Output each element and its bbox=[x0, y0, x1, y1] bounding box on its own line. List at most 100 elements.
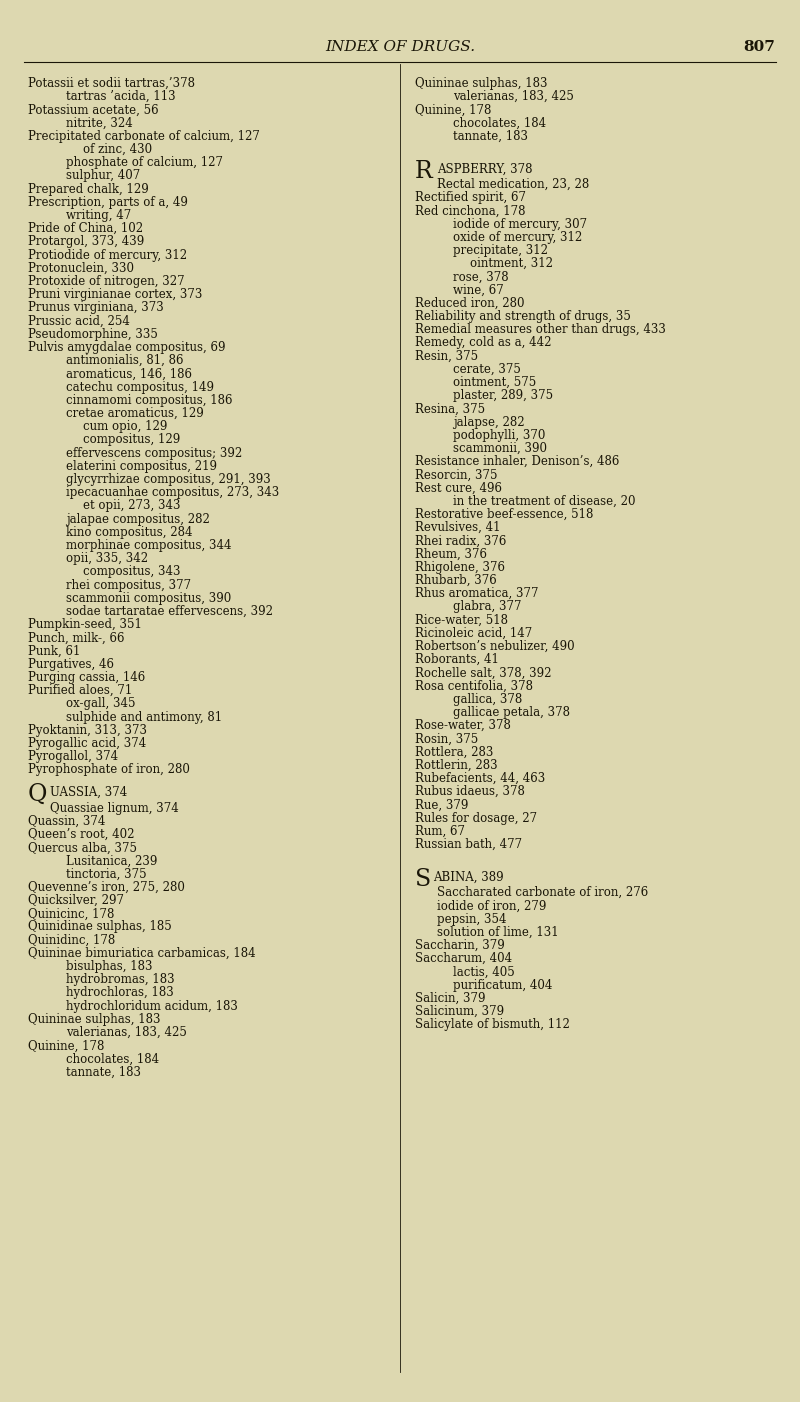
Text: jalapse, 282: jalapse, 282 bbox=[453, 415, 525, 429]
Text: Quassin, 374: Quassin, 374 bbox=[28, 815, 106, 827]
Text: in the treatment of disease, 20: in the treatment of disease, 20 bbox=[453, 495, 635, 508]
Text: valerianas, 183, 425: valerianas, 183, 425 bbox=[453, 90, 574, 104]
Text: ipecacuanhae compositus, 273, 343: ipecacuanhae compositus, 273, 343 bbox=[66, 486, 279, 499]
Text: sulphur, 407: sulphur, 407 bbox=[66, 170, 140, 182]
Text: glycyrrhizae compositus, 291, 393: glycyrrhizae compositus, 291, 393 bbox=[66, 472, 270, 486]
Text: iodide of iron, 279: iodide of iron, 279 bbox=[437, 899, 546, 913]
Text: Lusitanica, 239: Lusitanica, 239 bbox=[66, 854, 158, 868]
Text: Pyrogallic acid, 374: Pyrogallic acid, 374 bbox=[28, 737, 146, 750]
Text: Salicinum, 379: Salicinum, 379 bbox=[415, 1005, 504, 1018]
Text: tinctoria, 375: tinctoria, 375 bbox=[66, 868, 146, 880]
Text: opii, 335, 342: opii, 335, 342 bbox=[66, 552, 148, 565]
Text: aromaticus, 146, 186: aromaticus, 146, 186 bbox=[66, 367, 192, 380]
Text: tannate, 183: tannate, 183 bbox=[453, 130, 528, 143]
Text: Protoxide of nitrogen, 327: Protoxide of nitrogen, 327 bbox=[28, 275, 185, 287]
Text: plaster, 289, 375: plaster, 289, 375 bbox=[453, 390, 553, 402]
Text: writing, 47: writing, 47 bbox=[66, 209, 131, 222]
Text: ASPBERRY, 378: ASPBERRY, 378 bbox=[437, 163, 533, 175]
Text: gallicae petala, 378: gallicae petala, 378 bbox=[453, 707, 570, 719]
Text: Rules for dosage, 27: Rules for dosage, 27 bbox=[415, 812, 537, 824]
Text: Potassii et sodii tartras,’378: Potassii et sodii tartras,’378 bbox=[28, 77, 195, 90]
Text: solution of lime, 131: solution of lime, 131 bbox=[437, 925, 558, 939]
Text: scammonii compositus, 390: scammonii compositus, 390 bbox=[66, 592, 231, 604]
Text: Protiodide of mercury, 312: Protiodide of mercury, 312 bbox=[28, 248, 187, 262]
Text: Purging cassia, 146: Purging cassia, 146 bbox=[28, 672, 146, 684]
Text: compositus, 129: compositus, 129 bbox=[83, 433, 180, 446]
Text: chocolates, 184: chocolates, 184 bbox=[66, 1053, 159, 1066]
Text: Pruni virginianae cortex, 373: Pruni virginianae cortex, 373 bbox=[28, 289, 202, 301]
Text: Robertson’s nebulizer, 490: Robertson’s nebulizer, 490 bbox=[415, 639, 574, 653]
Text: cerate, 375: cerate, 375 bbox=[453, 363, 521, 376]
Text: Reduced iron, 280: Reduced iron, 280 bbox=[415, 297, 525, 310]
Text: Rectified spirit, 67: Rectified spirit, 67 bbox=[415, 191, 526, 205]
Text: Quininae sulphas, 183: Quininae sulphas, 183 bbox=[28, 1012, 161, 1026]
Text: morphinae compositus, 344: morphinae compositus, 344 bbox=[66, 538, 231, 552]
Text: sulphide and antimony, 81: sulphide and antimony, 81 bbox=[66, 711, 222, 723]
Text: Quininae bimuriatica carbamicas, 184: Quininae bimuriatica carbamicas, 184 bbox=[28, 946, 256, 960]
Text: 807: 807 bbox=[743, 41, 775, 55]
Text: jalapae compositus, 282: jalapae compositus, 282 bbox=[66, 513, 210, 526]
Text: Quinine, 178: Quinine, 178 bbox=[415, 104, 491, 116]
Text: Roborants, 41: Roborants, 41 bbox=[415, 653, 499, 666]
Text: Rosa centifolia, 378: Rosa centifolia, 378 bbox=[415, 680, 533, 693]
Text: Prussic acid, 254: Prussic acid, 254 bbox=[28, 314, 130, 328]
Text: Protonuclein, 330: Protonuclein, 330 bbox=[28, 262, 134, 275]
Text: gallica, 378: gallica, 378 bbox=[453, 693, 522, 705]
Text: Quevenne’s iron, 275, 280: Quevenne’s iron, 275, 280 bbox=[28, 880, 185, 894]
Text: Rottlera, 283: Rottlera, 283 bbox=[415, 746, 494, 758]
Text: glabra, 377: glabra, 377 bbox=[453, 600, 522, 614]
Text: Pseudomorphine, 335: Pseudomorphine, 335 bbox=[28, 328, 158, 341]
Text: Red cinchona, 178: Red cinchona, 178 bbox=[415, 205, 526, 217]
Text: Pride of China, 102: Pride of China, 102 bbox=[28, 222, 143, 236]
Text: sodae tartaratae effervescens, 392: sodae tartaratae effervescens, 392 bbox=[66, 606, 273, 618]
Text: Punch, milk-, 66: Punch, milk-, 66 bbox=[28, 631, 125, 645]
Text: hydrochloras, 183: hydrochloras, 183 bbox=[66, 987, 174, 1000]
Text: Reliability and strength of drugs, 35: Reliability and strength of drugs, 35 bbox=[415, 310, 631, 322]
Text: Pyrogallol, 374: Pyrogallol, 374 bbox=[28, 750, 118, 763]
Text: Quinicinc, 178: Quinicinc, 178 bbox=[28, 907, 114, 920]
Text: Pulvis amygdalae compositus, 69: Pulvis amygdalae compositus, 69 bbox=[28, 341, 226, 353]
Text: lactis, 405: lactis, 405 bbox=[453, 966, 514, 979]
Text: valerianas, 183, 425: valerianas, 183, 425 bbox=[66, 1026, 187, 1039]
Text: Rhei radix, 376: Rhei radix, 376 bbox=[415, 534, 506, 547]
Text: precipitate, 312: precipitate, 312 bbox=[453, 244, 548, 257]
Text: chocolates, 184: chocolates, 184 bbox=[453, 116, 546, 129]
Text: Rhubarb, 376: Rhubarb, 376 bbox=[415, 573, 497, 587]
Text: INDEX OF DRUGS.: INDEX OF DRUGS. bbox=[325, 41, 475, 55]
Text: Saccharin, 379: Saccharin, 379 bbox=[415, 939, 505, 952]
Text: Purgatives, 46: Purgatives, 46 bbox=[28, 658, 114, 670]
Text: Rheum, 376: Rheum, 376 bbox=[415, 548, 487, 561]
Text: catechu compositus, 149: catechu compositus, 149 bbox=[66, 380, 214, 394]
Text: nitrite, 324: nitrite, 324 bbox=[66, 116, 133, 129]
Text: of zinc, 430: of zinc, 430 bbox=[83, 143, 152, 156]
Text: Rue, 379: Rue, 379 bbox=[415, 798, 468, 812]
Text: Rhigolene, 376: Rhigolene, 376 bbox=[415, 561, 505, 573]
Text: Rice-water, 518: Rice-water, 518 bbox=[415, 614, 508, 627]
Text: oxide of mercury, 312: oxide of mercury, 312 bbox=[453, 231, 582, 244]
Text: bisulphas, 183: bisulphas, 183 bbox=[66, 960, 153, 973]
Text: cretae aromaticus, 129: cretae aromaticus, 129 bbox=[66, 407, 204, 421]
Text: Prunus virginiana, 373: Prunus virginiana, 373 bbox=[28, 301, 164, 314]
Text: Resina, 375: Resina, 375 bbox=[415, 402, 485, 415]
Text: scammonii, 390: scammonii, 390 bbox=[453, 442, 547, 456]
Text: Quassiae lignum, 374: Quassiae lignum, 374 bbox=[50, 802, 178, 815]
Text: hydrochloridum acidum, 183: hydrochloridum acidum, 183 bbox=[66, 1000, 238, 1012]
Text: rhei compositus, 377: rhei compositus, 377 bbox=[66, 579, 191, 592]
Text: elaterini compositus, 219: elaterini compositus, 219 bbox=[66, 460, 217, 472]
Text: iodide of mercury, 307: iodide of mercury, 307 bbox=[453, 217, 587, 230]
Text: Quicksilver, 297: Quicksilver, 297 bbox=[28, 894, 124, 907]
Text: R: R bbox=[415, 160, 433, 182]
Text: ABINA, 389: ABINA, 389 bbox=[433, 871, 504, 883]
Text: tannate, 183: tannate, 183 bbox=[66, 1066, 141, 1078]
Text: antimonialis, 81, 86: antimonialis, 81, 86 bbox=[66, 355, 183, 367]
Text: Rhus aromatica, 377: Rhus aromatica, 377 bbox=[415, 587, 538, 600]
Text: Rose-water, 378: Rose-water, 378 bbox=[415, 719, 511, 732]
Text: Prepared chalk, 129: Prepared chalk, 129 bbox=[28, 182, 149, 196]
Text: Quercus alba, 375: Quercus alba, 375 bbox=[28, 841, 137, 854]
Text: kino compositus, 284: kino compositus, 284 bbox=[66, 526, 193, 538]
Text: Punk, 61: Punk, 61 bbox=[28, 645, 80, 658]
Text: cum opio, 129: cum opio, 129 bbox=[83, 421, 167, 433]
Text: Rochelle salt, 378, 392: Rochelle salt, 378, 392 bbox=[415, 666, 551, 680]
Text: Quinidinc, 178: Quinidinc, 178 bbox=[28, 934, 115, 946]
Text: hydrobromas, 183: hydrobromas, 183 bbox=[66, 973, 174, 986]
